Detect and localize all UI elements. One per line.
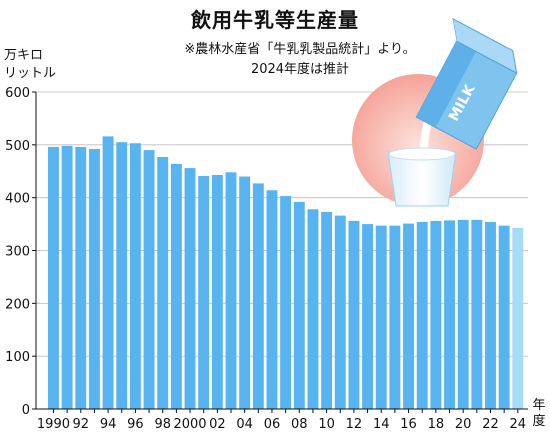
bar-2011 — [334, 215, 346, 409]
bar-2001 — [198, 176, 210, 409]
x-tick-label: 2000 — [173, 417, 206, 432]
x-tick-label: 96 — [127, 417, 144, 432]
bar-1990 — [48, 146, 59, 410]
bar-1995 — [116, 142, 128, 410]
bar-2013 — [362, 224, 374, 409]
milk-illustration: MILK — [352, 17, 518, 207]
x-tick-label: 04 — [236, 417, 253, 432]
y-axis-unit-line1: 万キロ — [4, 48, 44, 63]
bar-2018 — [430, 220, 442, 409]
chart-title: 飲用牛乳等生産量 — [191, 8, 359, 32]
x-tick-label: 20 — [455, 417, 472, 432]
bar-2006 — [266, 190, 278, 409]
x-tick-label: 98 — [154, 417, 171, 432]
bar-2004 — [239, 176, 251, 409]
estimate-note: 2024年度は推計 — [250, 62, 350, 77]
x-axis-unit: 年 度 — [530, 398, 548, 430]
bar-2007 — [280, 196, 292, 409]
bar-2016 — [403, 223, 415, 409]
y-tick-label: 200 — [5, 297, 30, 312]
bar-2005 — [252, 183, 264, 409]
bar-1996 — [129, 143, 141, 409]
milk-stream — [420, 96, 446, 152]
milk-surface — [388, 147, 456, 161]
y-tick-label: 500 — [5, 139, 30, 154]
x-tick-label: 18 — [428, 417, 445, 432]
bar-2010 — [321, 211, 333, 409]
x-tick-label: 94 — [100, 417, 117, 432]
y-tick-label: 400 — [5, 192, 30, 207]
x-tick-label: 22 — [482, 417, 499, 432]
bar-2000 — [184, 168, 196, 409]
bar-1991 — [61, 145, 73, 409]
y-axis-unit-line2: リットル — [4, 66, 57, 81]
source-note: ※農林水産省「牛乳乳製品統計」より。 — [184, 42, 416, 57]
bar-2022 — [485, 221, 496, 409]
bar-1994 — [102, 136, 114, 409]
x-axis-unit-char2: 度 — [532, 414, 546, 429]
y-tick-label: 0 — [22, 403, 30, 418]
bar-1993 — [88, 149, 100, 409]
bar-2012 — [348, 220, 360, 409]
y-tick-label: 300 — [5, 245, 30, 260]
bar-2021 — [471, 219, 483, 409]
bar-1997 — [143, 150, 155, 409]
x-tick-label: 1990 — [37, 417, 70, 432]
x-tick-label: 12 — [346, 417, 363, 432]
bar-1992 — [75, 146, 87, 410]
x-tick-label: 92 — [73, 417, 90, 432]
x-tick-label: 10 — [318, 417, 335, 432]
x-tick-label: 02 — [209, 417, 226, 432]
bar-2009 — [307, 209, 319, 409]
milk-carton-icon: MILK — [415, 17, 518, 150]
bar-2015 — [389, 225, 401, 409]
bar-1998 — [157, 156, 169, 409]
y-tick-label: 600 — [5, 86, 30, 101]
x-tick-label: 16 — [400, 417, 417, 432]
x-tick-label: 14 — [373, 417, 390, 432]
bar-1999 — [170, 163, 182, 409]
y-tick-label: 100 — [5, 350, 30, 365]
bar-2020 — [457, 219, 469, 409]
x-tick-label: 08 — [291, 417, 308, 432]
bar-2003 — [225, 172, 237, 409]
x-tick-label: 24 — [510, 417, 527, 432]
bar-2008 — [293, 201, 305, 409]
bar-2019 — [444, 220, 455, 409]
bar-2023 — [498, 225, 510, 409]
bar-2024 — [512, 227, 524, 409]
x-axis-unit-char1: 年 — [532, 398, 546, 413]
bar-2017 — [416, 221, 428, 409]
bar-2002 — [211, 174, 223, 409]
bar-2014 — [375, 225, 387, 409]
x-tick-label: 06 — [264, 417, 281, 432]
